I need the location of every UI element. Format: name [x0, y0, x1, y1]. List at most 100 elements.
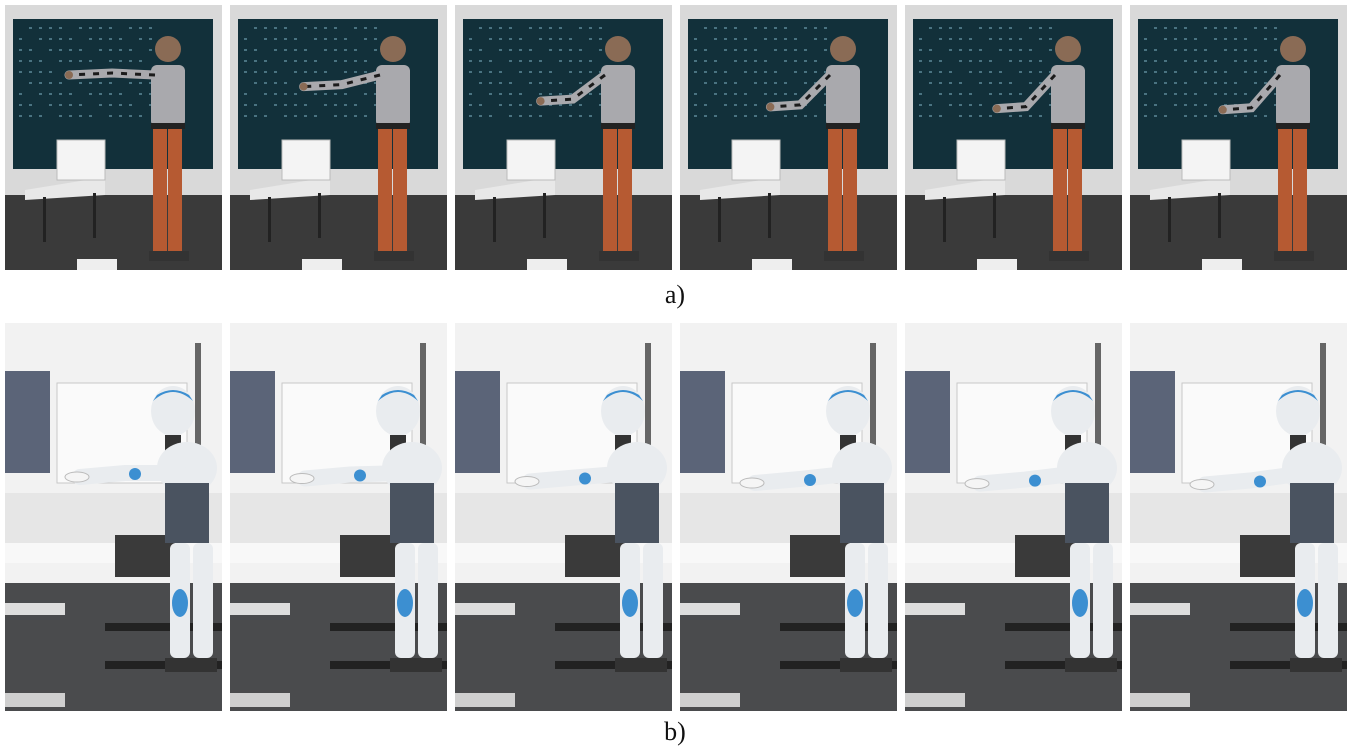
floor-plank	[5, 693, 65, 707]
robot-head-cap	[1053, 390, 1093, 401]
robot-torso	[1290, 483, 1334, 543]
human-demo-frame	[680, 5, 897, 270]
floor-rail	[1230, 661, 1347, 669]
person-leg	[393, 129, 407, 251]
mocap-straps	[1222, 74, 1282, 112]
robot-imitation-frame-image	[680, 323, 897, 711]
person-shirt	[1276, 65, 1310, 127]
floor	[5, 195, 222, 270]
robot-imitation-frame	[1130, 323, 1347, 711]
robot-leg-panel	[1297, 589, 1313, 617]
person-belt	[826, 123, 860, 129]
person-shirt	[151, 65, 185, 127]
window	[680, 371, 725, 473]
robot-leg-panel	[622, 589, 638, 617]
white-box	[731, 139, 781, 181]
robot-head	[826, 386, 870, 436]
table-top	[1150, 177, 1230, 200]
floor-rail	[330, 661, 447, 669]
person-shoe	[392, 251, 414, 261]
floor-rail	[555, 623, 672, 631]
floor-marker	[77, 259, 117, 270]
person-shoe	[617, 251, 639, 261]
window	[5, 371, 50, 473]
human-demo-frame	[5, 5, 222, 270]
robot-imitation-frame-image	[1130, 323, 1347, 711]
robot-hand	[514, 476, 540, 487]
person-shoe	[1292, 251, 1314, 261]
person-hand	[1218, 105, 1227, 114]
robot-arm	[72, 465, 188, 485]
robot-head-cap	[378, 390, 418, 401]
person-shoe	[374, 251, 396, 261]
person-leg	[603, 129, 617, 251]
robot-torso	[615, 483, 659, 543]
robot-imitation-frame	[455, 323, 672, 711]
human-demo-frame	[1130, 5, 1347, 270]
floor-rail	[330, 623, 447, 631]
person-head	[605, 36, 631, 62]
robot-torso	[840, 483, 884, 543]
table-leg	[543, 193, 546, 238]
robot-arm	[297, 465, 413, 487]
person-shirt	[601, 65, 635, 127]
mocap-straps	[996, 73, 1057, 111]
floor-marker	[1202, 259, 1242, 270]
table-leg	[1168, 197, 1171, 242]
robot-imitation-frame-image	[455, 323, 672, 711]
person-shoe	[824, 251, 846, 261]
robot-imitation-frame	[230, 323, 447, 711]
floor-rail	[1005, 623, 1122, 631]
robot-leg-panel	[172, 589, 188, 617]
person-head	[155, 36, 181, 62]
floor-table	[1130, 603, 1190, 615]
robot-imitation-frame-image	[5, 323, 222, 711]
robot-leg	[1093, 543, 1113, 658]
person-hand	[65, 71, 73, 79]
panel-b-caption: b)	[664, 717, 686, 746]
robot-leg	[193, 543, 213, 658]
robot-imitation-frame-image	[905, 323, 1122, 711]
person-head	[1280, 36, 1306, 62]
white-box	[281, 139, 331, 181]
person-leg	[618, 129, 632, 251]
floor	[1130, 195, 1347, 270]
screen-lights	[694, 27, 827, 117]
person-belt	[601, 123, 635, 129]
floor-rail	[780, 623, 897, 631]
person-leg	[1293, 129, 1307, 251]
white-box	[956, 139, 1006, 181]
robot-feet	[840, 658, 892, 672]
robot-feet	[615, 658, 667, 672]
floor-rail	[555, 661, 672, 669]
floor-plank	[905, 693, 965, 707]
person-shoe	[1274, 251, 1296, 261]
robot-leg	[643, 543, 663, 658]
person-belt	[1276, 123, 1310, 129]
person-belt	[376, 123, 410, 129]
robot-elbow	[579, 472, 591, 485]
robot-head	[1276, 386, 1320, 436]
mocap-straps	[68, 71, 156, 77]
table-leg	[1218, 193, 1221, 238]
floor-rail	[1005, 661, 1122, 669]
robot-imitation-frame	[905, 323, 1122, 711]
person-hand	[766, 102, 775, 111]
table-top	[250, 177, 330, 200]
person-shoe	[599, 251, 621, 261]
person-belt	[1051, 123, 1085, 129]
floor-marker	[752, 259, 792, 270]
person-hand	[536, 97, 545, 106]
person-belt	[151, 123, 185, 129]
human-demo-frame	[230, 5, 447, 270]
robot-torso	[1065, 483, 1109, 543]
white-box	[56, 139, 106, 181]
robot-imitation-frame-image	[230, 323, 447, 711]
human-demo-frame-image	[455, 5, 672, 270]
robot-hand	[1189, 479, 1215, 490]
robot-leg-panel	[397, 589, 413, 617]
robot-head-cap	[1278, 390, 1318, 401]
mocap-straps	[540, 73, 606, 103]
robot-elbow	[354, 469, 366, 482]
table-leg	[493, 197, 496, 242]
